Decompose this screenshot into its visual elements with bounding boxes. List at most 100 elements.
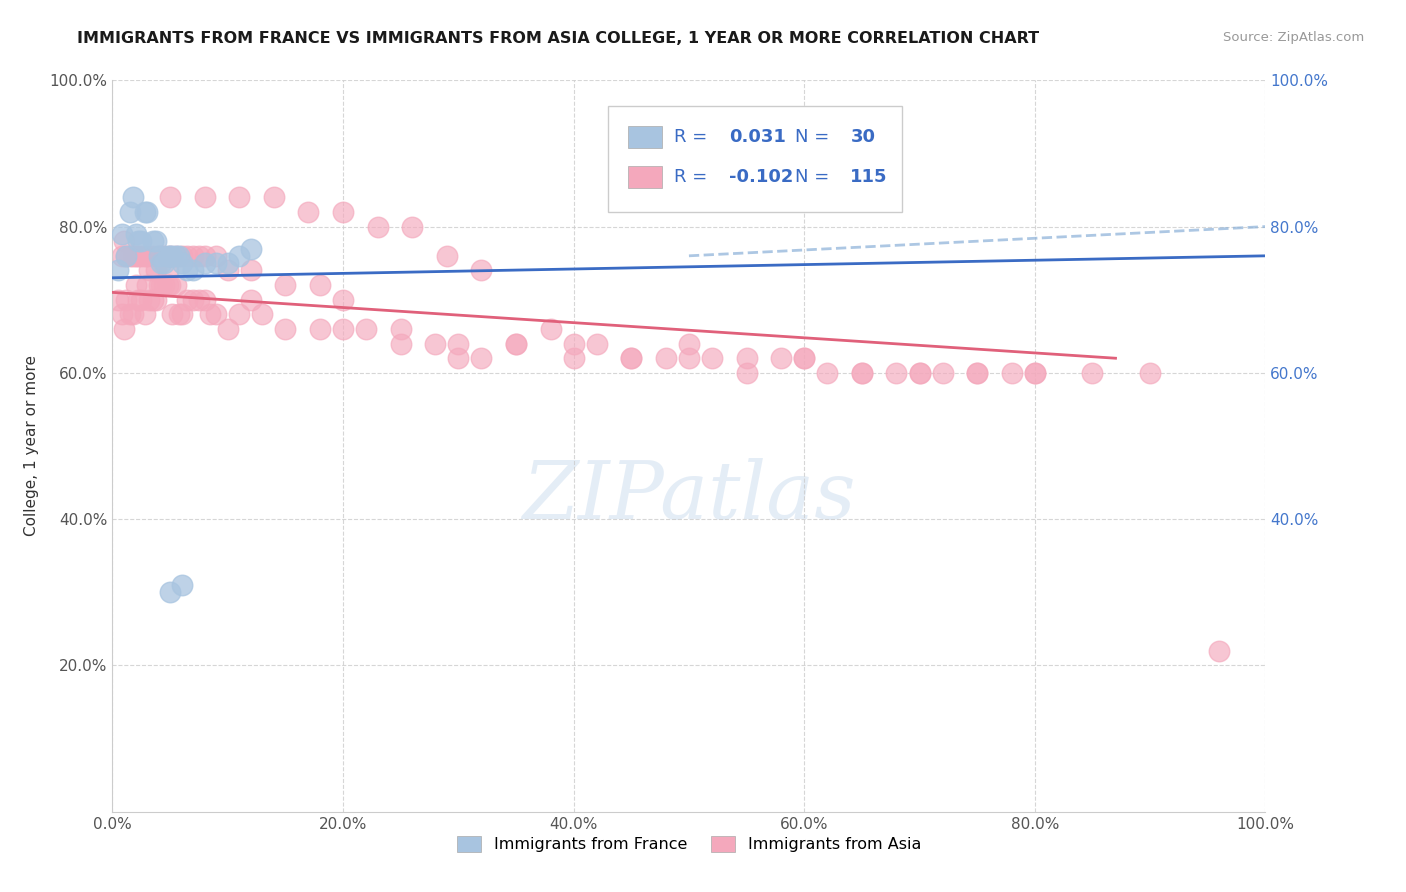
Point bbox=[966, 366, 988, 380]
Point bbox=[735, 366, 758, 380]
Point bbox=[162, 307, 184, 321]
Point bbox=[159, 249, 181, 263]
Point bbox=[148, 249, 170, 263]
Point bbox=[107, 263, 129, 277]
Point bbox=[239, 242, 262, 256]
Point bbox=[129, 234, 153, 248]
Point bbox=[908, 366, 931, 380]
Text: N =: N = bbox=[794, 168, 835, 186]
Point bbox=[274, 278, 297, 293]
Text: IMMIGRANTS FROM FRANCE VS IMMIGRANTS FROM ASIA COLLEGE, 1 YEAR OR MORE CORRELATI: IMMIGRANTS FROM FRANCE VS IMMIGRANTS FRO… bbox=[77, 31, 1039, 46]
Point bbox=[118, 307, 141, 321]
Point bbox=[118, 205, 141, 219]
Point bbox=[620, 351, 643, 366]
Point bbox=[332, 293, 354, 307]
Text: 30: 30 bbox=[851, 128, 876, 146]
Point bbox=[700, 351, 723, 366]
Point bbox=[815, 366, 838, 380]
Point bbox=[851, 366, 873, 380]
Point bbox=[188, 293, 211, 307]
Point bbox=[149, 256, 172, 270]
Point bbox=[127, 249, 149, 263]
Point bbox=[966, 366, 988, 380]
Point bbox=[1001, 366, 1024, 380]
Point bbox=[1024, 366, 1046, 380]
Point bbox=[181, 293, 204, 307]
Text: 0.031: 0.031 bbox=[730, 128, 786, 146]
Point bbox=[111, 307, 134, 321]
FancyBboxPatch shape bbox=[609, 106, 903, 212]
Point bbox=[124, 249, 146, 263]
Point bbox=[401, 219, 423, 234]
Point bbox=[217, 256, 239, 270]
Point bbox=[678, 351, 700, 366]
Point bbox=[194, 190, 217, 204]
Point bbox=[200, 307, 222, 321]
Point bbox=[252, 307, 274, 321]
Text: Source: ZipAtlas.com: Source: ZipAtlas.com bbox=[1223, 31, 1364, 45]
Point bbox=[228, 249, 250, 263]
Point bbox=[159, 585, 181, 599]
Point bbox=[122, 249, 145, 263]
Point bbox=[153, 256, 176, 270]
Point bbox=[181, 249, 204, 263]
Point bbox=[176, 293, 198, 307]
Point bbox=[931, 366, 953, 380]
FancyBboxPatch shape bbox=[628, 166, 662, 188]
Point bbox=[389, 322, 412, 336]
Point bbox=[170, 307, 193, 321]
Point bbox=[678, 336, 700, 351]
Point bbox=[309, 278, 332, 293]
Legend: Immigrants from France, Immigrants from Asia: Immigrants from France, Immigrants from … bbox=[450, 830, 928, 859]
Point bbox=[505, 336, 527, 351]
Point bbox=[562, 351, 585, 366]
Point bbox=[134, 205, 156, 219]
Point bbox=[217, 322, 239, 336]
Point bbox=[176, 249, 198, 263]
Point bbox=[136, 249, 159, 263]
Point bbox=[115, 249, 138, 263]
Point bbox=[145, 234, 167, 248]
Text: -0.102: -0.102 bbox=[730, 168, 793, 186]
Point bbox=[159, 278, 181, 293]
Point bbox=[149, 249, 172, 263]
Point bbox=[389, 336, 412, 351]
Point bbox=[1139, 366, 1161, 380]
Point bbox=[562, 336, 585, 351]
Point bbox=[156, 263, 179, 277]
Point bbox=[239, 293, 262, 307]
FancyBboxPatch shape bbox=[628, 127, 662, 148]
Point bbox=[138, 293, 160, 307]
Point bbox=[115, 293, 138, 307]
Point bbox=[165, 249, 187, 263]
Point bbox=[165, 278, 187, 293]
Point bbox=[115, 249, 138, 263]
Point bbox=[274, 322, 297, 336]
Y-axis label: College, 1 year or more: College, 1 year or more bbox=[24, 356, 38, 536]
Point bbox=[170, 249, 193, 263]
Point bbox=[153, 249, 176, 263]
Point bbox=[735, 351, 758, 366]
Point bbox=[156, 249, 179, 263]
Point bbox=[425, 336, 447, 351]
Point bbox=[142, 249, 165, 263]
Point bbox=[112, 234, 135, 248]
Text: R =: R = bbox=[673, 168, 713, 186]
Point bbox=[470, 263, 492, 277]
Point bbox=[297, 205, 319, 219]
Point bbox=[263, 190, 285, 204]
Point bbox=[367, 219, 389, 234]
Point bbox=[851, 366, 873, 380]
Point bbox=[129, 249, 153, 263]
Point bbox=[228, 190, 250, 204]
Point bbox=[134, 249, 156, 263]
Point bbox=[655, 351, 678, 366]
Point bbox=[111, 249, 134, 263]
Text: R =: R = bbox=[673, 128, 713, 146]
Point bbox=[124, 278, 146, 293]
Point bbox=[181, 263, 204, 277]
Point bbox=[620, 351, 643, 366]
Point bbox=[122, 307, 145, 321]
Point bbox=[332, 205, 354, 219]
Point bbox=[447, 351, 470, 366]
